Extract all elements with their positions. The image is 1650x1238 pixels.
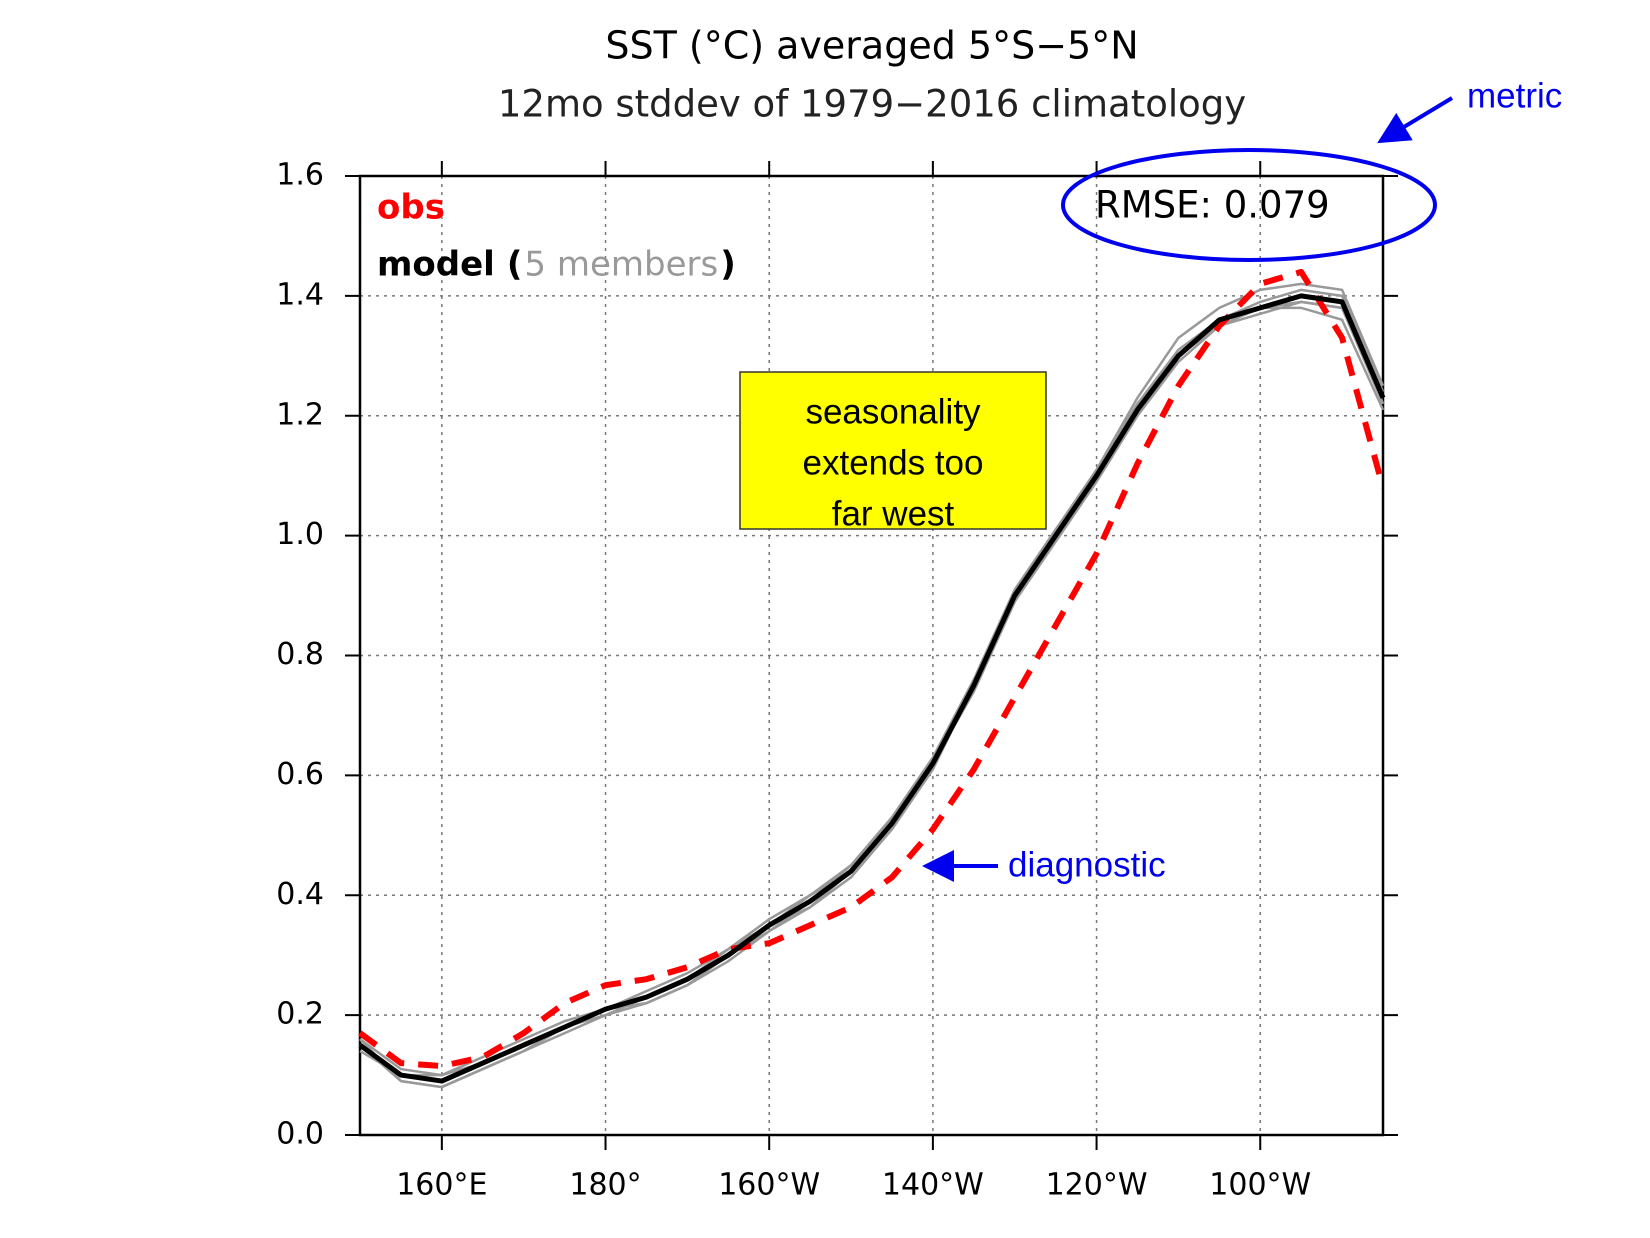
x-tick-label: 160°E <box>396 1168 487 1203</box>
legend-label: model <box>377 245 495 285</box>
y-tick-label: 1.4 <box>276 277 324 312</box>
note-text: far west <box>832 494 955 533</box>
y-tick-label: 1.2 <box>276 397 324 432</box>
x-tick-label: 160°W <box>718 1168 820 1203</box>
x-tick-label: 140°W <box>882 1168 984 1203</box>
chart-title: SST (°C) averaged 5°S−5°N <box>605 24 1138 68</box>
metric-ellipse <box>1061 148 1437 262</box>
x-tick-label: 100°W <box>1209 1168 1311 1203</box>
legend-label: obs <box>377 188 445 228</box>
metric-label: metric <box>1467 76 1562 115</box>
arrow <box>1377 96 1454 144</box>
x-tick-label: 120°W <box>1046 1168 1148 1203</box>
note-text: extends too <box>803 443 984 482</box>
series-line <box>358 268 1386 1070</box>
x-tick-label: 180° <box>569 1168 641 1203</box>
note-box <box>739 371 1047 530</box>
note-text: seasonality <box>805 392 981 431</box>
y-tick-label: 1.0 <box>276 517 324 552</box>
y-tick-label: 0.8 <box>276 637 324 672</box>
legend-label: ) <box>720 245 736 285</box>
plot-frame <box>358 174 1385 1137</box>
rmse-label: RMSE: 0.079 <box>1095 184 1330 227</box>
y-tick-label: 0.2 <box>276 997 324 1032</box>
y-tick-label: 0.4 <box>276 877 324 912</box>
y-tick-label: 0.6 <box>276 757 324 792</box>
diagnostic-label: diagnostic <box>1008 845 1166 884</box>
series-line <box>358 293 1386 1084</box>
legend-label: 5 members <box>524 245 718 285</box>
y-tick-label: 0.0 <box>276 1117 324 1152</box>
y-tick-label: 1.6 <box>276 158 324 193</box>
chart-subtitle: 12mo stddev of 1979−2016 climatology <box>498 83 1246 126</box>
legend-label: ( <box>507 245 523 285</box>
